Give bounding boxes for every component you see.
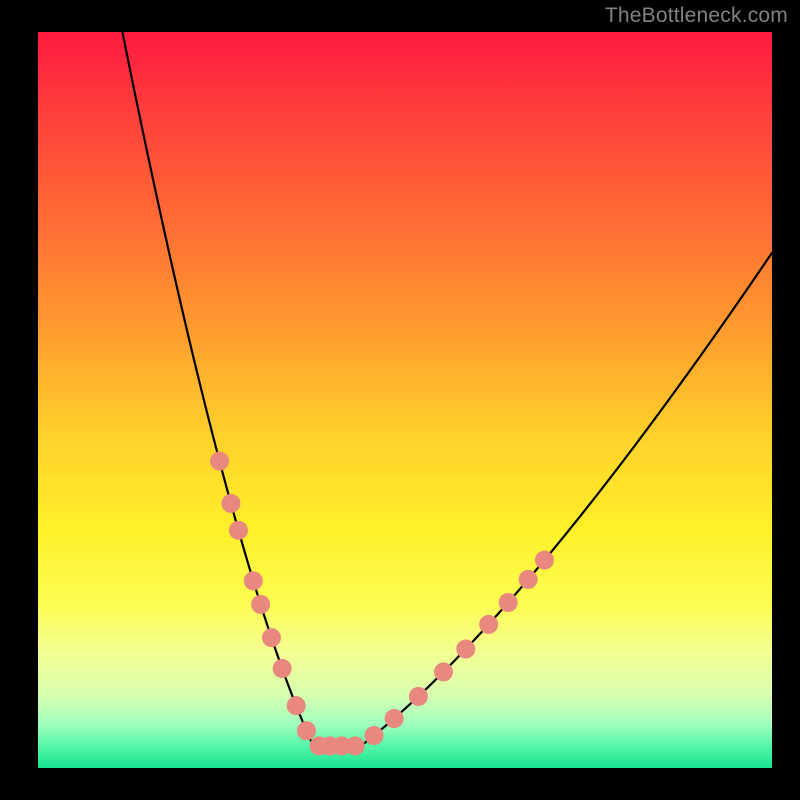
curve-marker [262, 629, 280, 647]
curve-marker [287, 697, 305, 715]
curve-marker [229, 521, 247, 539]
curve-marker [222, 494, 240, 512]
curve-marker [535, 551, 553, 569]
curve-marker [252, 595, 270, 613]
curve-marker [346, 737, 364, 755]
plot-background [38, 32, 772, 768]
curve-marker [244, 572, 262, 590]
curve-marker [211, 452, 229, 470]
curve-marker [435, 663, 453, 681]
curve-marker [499, 593, 517, 611]
curve-marker [519, 570, 537, 588]
watermark-text: TheBottleneck.com [605, 4, 788, 28]
curve-marker [457, 640, 475, 658]
curve-marker [297, 722, 315, 740]
curve-marker [480, 615, 498, 633]
curve-marker [409, 687, 427, 705]
plot-svg [0, 0, 800, 800]
curve-marker [365, 727, 383, 745]
chart-container: { "watermark": "TheBottleneck.com", "cha… [0, 0, 800, 800]
curve-marker [385, 709, 403, 727]
curve-marker [273, 659, 291, 677]
